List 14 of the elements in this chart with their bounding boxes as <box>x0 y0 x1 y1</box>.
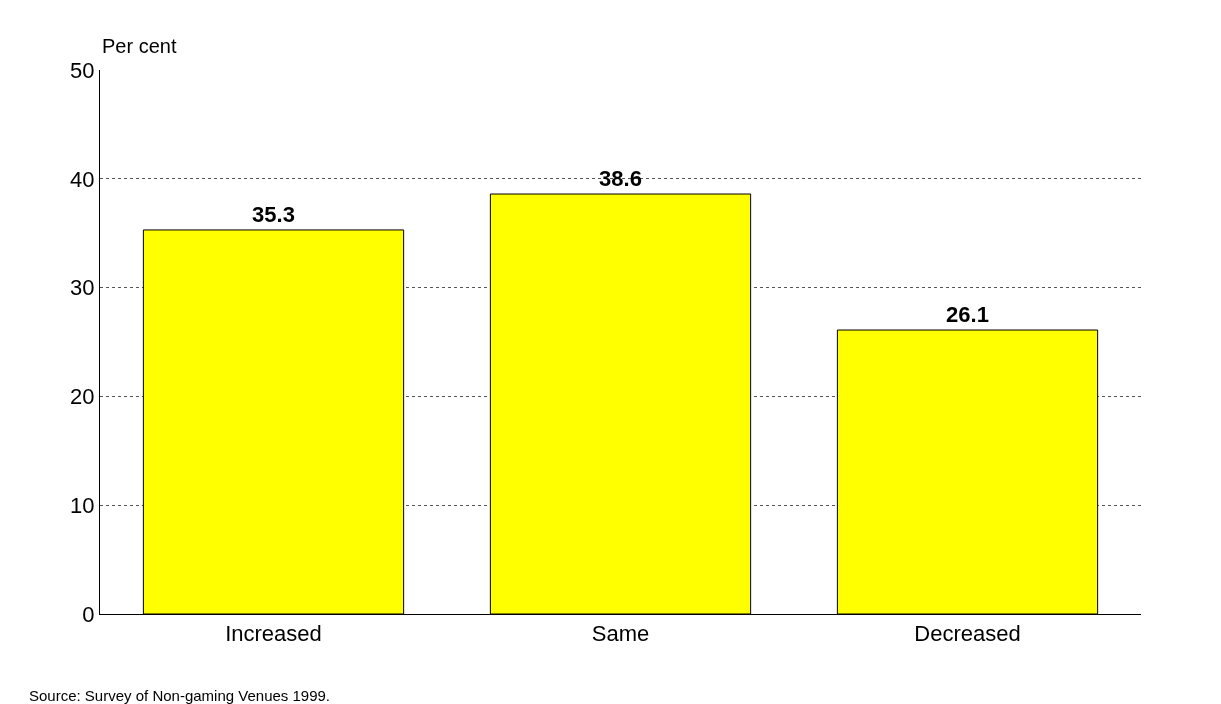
y-tick-label: 40 <box>70 166 95 192</box>
x-tick-label: Increased <box>225 621 322 647</box>
data-label: 26.1 <box>946 302 989 328</box>
data-label: 38.6 <box>599 166 642 192</box>
x-tick-label: Decreased <box>914 621 1021 647</box>
x-tick-label: Same <box>591 621 650 647</box>
y-tick-label: 10 <box>70 492 95 518</box>
source-note: Source: Survey of Non-gaming Venues 1999. <box>29 687 331 704</box>
data-label: 35.3 <box>252 201 295 227</box>
y-tick-label: 30 <box>70 275 95 301</box>
y-axis-title: Per cent <box>102 35 177 57</box>
y-tick-label: 50 <box>70 57 95 83</box>
y-tick-label: 20 <box>70 384 95 410</box>
y-tick-label: 0 <box>82 601 95 627</box>
